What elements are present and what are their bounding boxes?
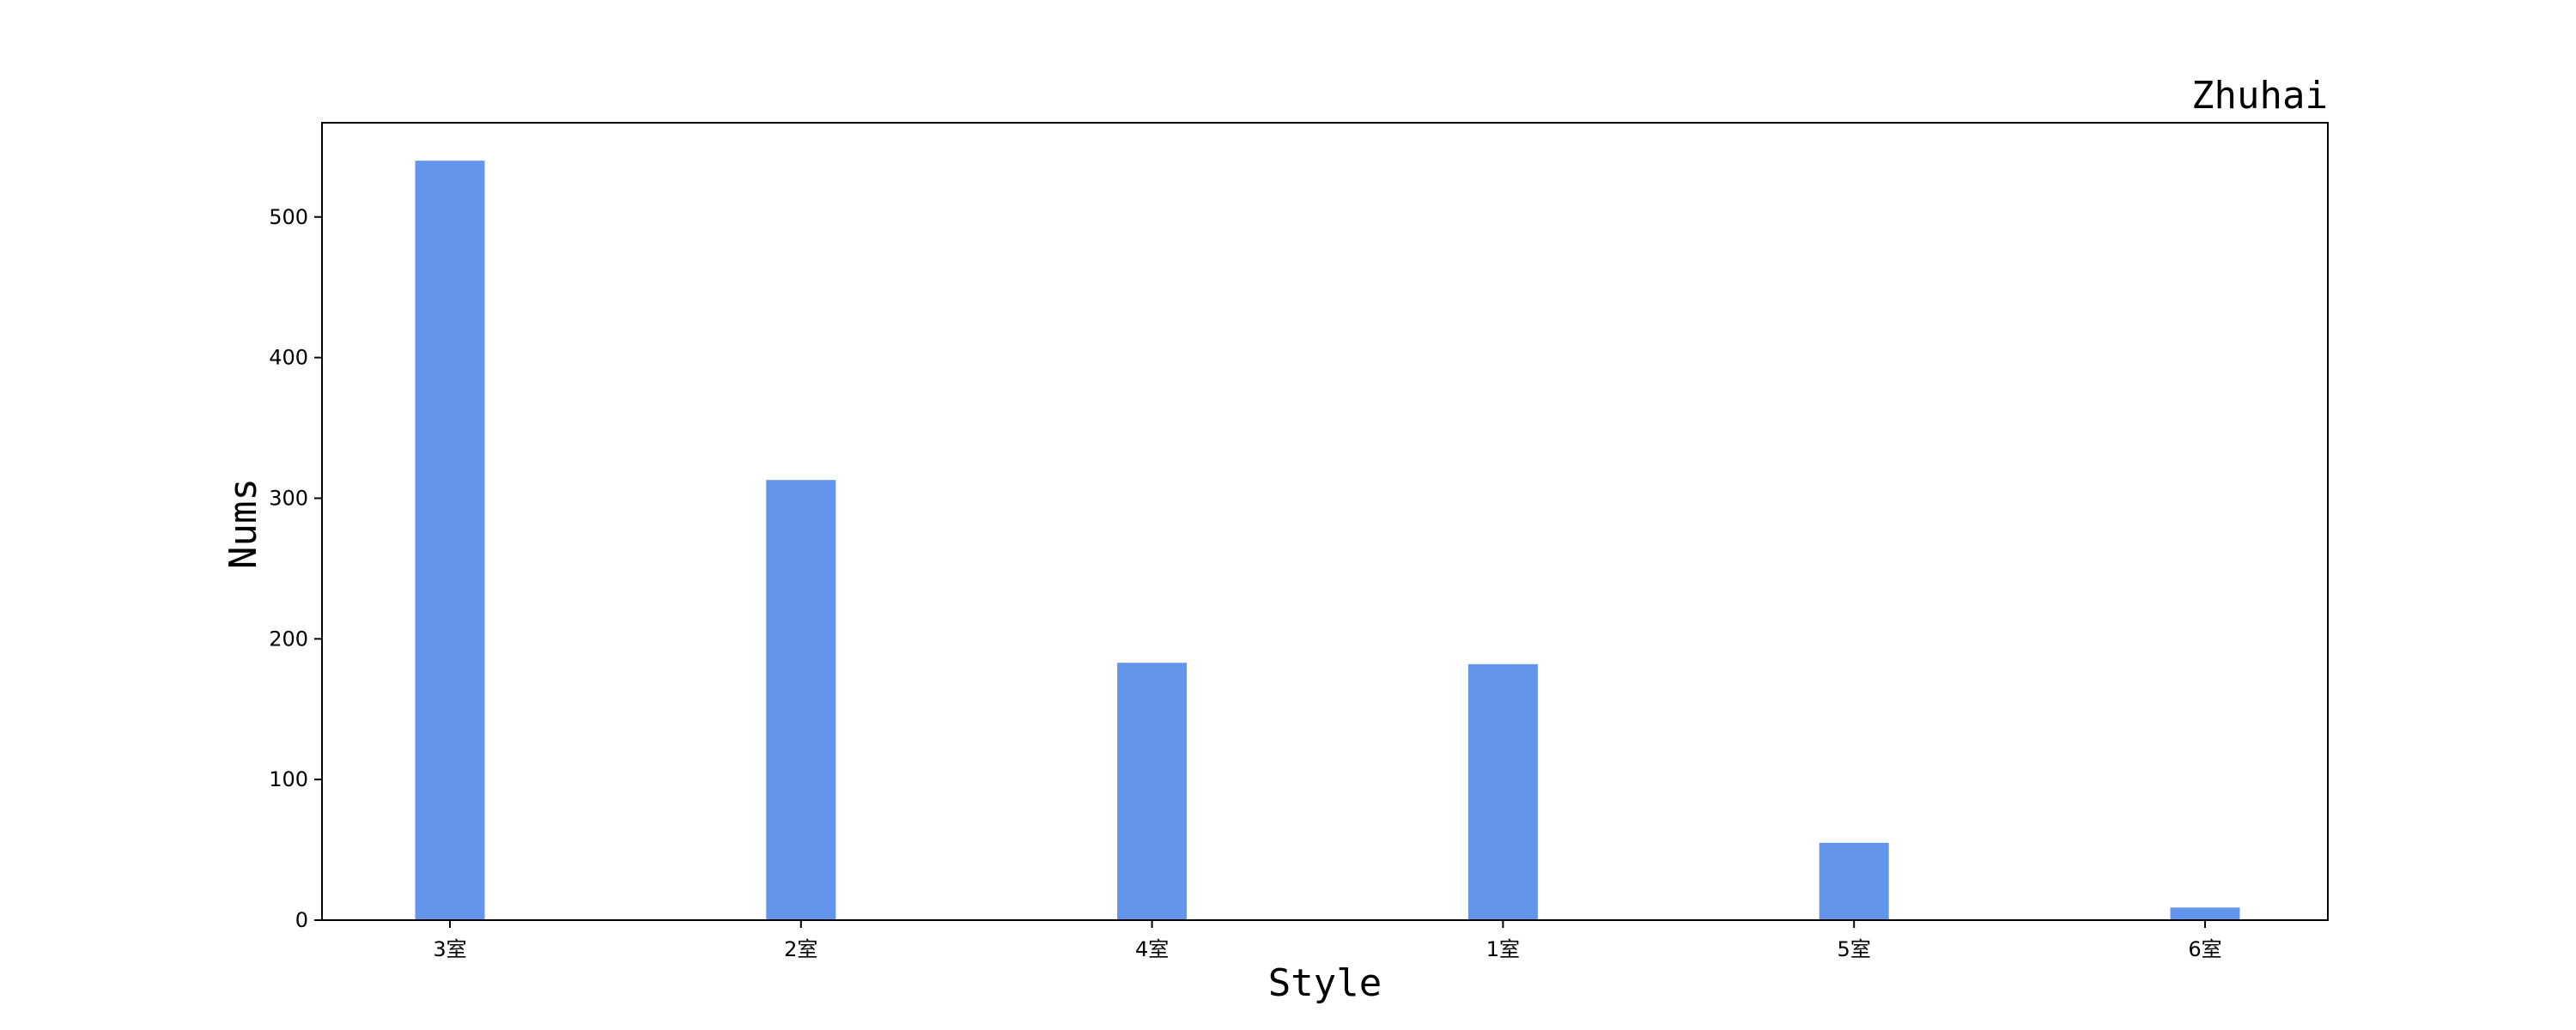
y-tick-label: 0 (295, 908, 308, 932)
bar-1 (415, 161, 485, 920)
x-tick-label: 1室 (1486, 937, 1520, 961)
plot-area (322, 123, 2328, 920)
x-tick-label: 6室 (2188, 937, 2221, 961)
x-tick-label: 4室 (1135, 937, 1169, 961)
y-tick-label: 500 (269, 205, 308, 229)
bars-layer (415, 161, 2240, 920)
y-axis-ticks: 0 100 200 300 400 500 (269, 205, 322, 932)
y-tick-label: 100 (269, 767, 308, 791)
x-tick-label: 3室 (433, 937, 466, 961)
plot-frame (321, 122, 2329, 921)
x-axis-title: Style (1268, 961, 1382, 1005)
x-tick-label: 2室 (784, 937, 817, 961)
bar-4 (1467, 663, 1538, 920)
y-axis-title: Nums (222, 478, 265, 569)
y-tick-label: 400 (269, 346, 308, 370)
x-tick-label: 5室 (1838, 937, 1871, 961)
y-tick-label: 200 (269, 627, 308, 651)
chart-title: Zhuhai (2191, 74, 2328, 118)
bar-6 (2170, 907, 2240, 920)
x-axis-ticks: 3室 2室 4室 1室 5室 6室 (433, 920, 2222, 961)
bar-5 (1819, 842, 1889, 920)
bar-3 (1117, 663, 1188, 920)
bar-2 (766, 480, 836, 920)
y-tick-label: 300 (269, 486, 308, 510)
